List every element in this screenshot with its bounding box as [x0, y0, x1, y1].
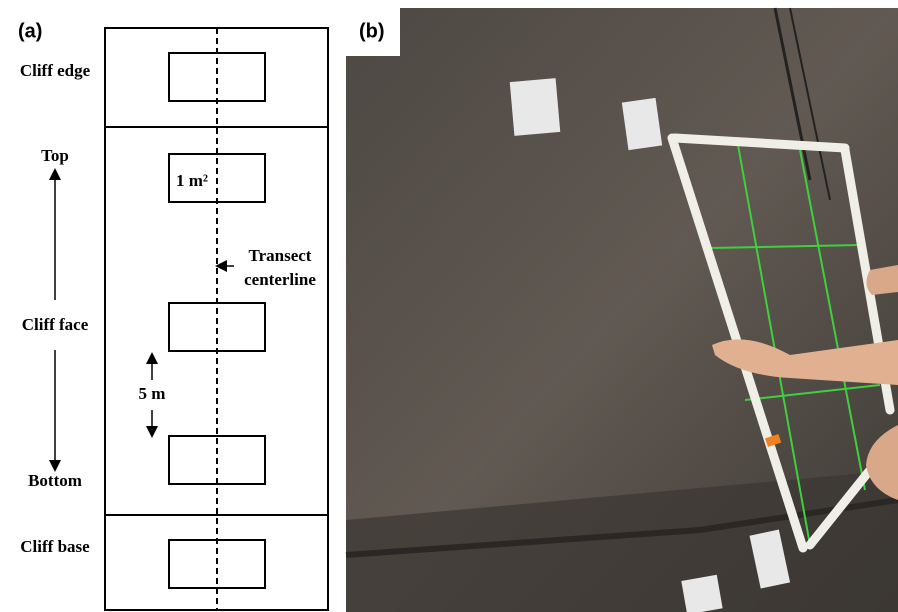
axis-bottom: Bottom: [28, 471, 82, 490]
marker-card: [622, 98, 662, 150]
panel-a: (a) Cliff edge Cliff face Cliff base Top…: [18, 20, 328, 610]
transect-label: centerline: [244, 270, 316, 289]
marker-card: [510, 78, 561, 136]
panel-b: (b): [346, 8, 898, 612]
panel-label: (a): [18, 20, 42, 42]
axis-top: Top: [41, 146, 69, 165]
spacing-label: 5 m: [139, 384, 166, 403]
zone-label: Cliff edge: [20, 61, 91, 80]
panel-label: (b): [359, 20, 385, 42]
transect-label: Transect: [249, 246, 312, 265]
marker-card: [681, 575, 722, 612]
zone-label: Cliff base: [20, 537, 90, 556]
figure: (a) Cliff edge Cliff face Cliff base Top…: [0, 0, 898, 612]
quadrat-size: 1 m²: [176, 171, 208, 190]
zone-label: Cliff face: [22, 315, 89, 334]
